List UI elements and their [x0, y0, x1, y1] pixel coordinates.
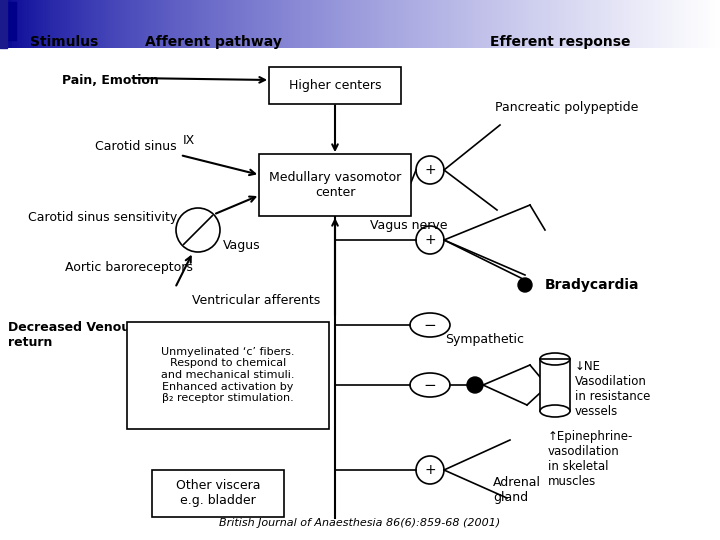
- FancyBboxPatch shape: [540, 359, 570, 411]
- Text: Pain, Emotion: Pain, Emotion: [62, 73, 158, 86]
- Text: Stimulus: Stimulus: [30, 35, 98, 49]
- Text: ↓NE
Vasodilation
in resistance
vessels: ↓NE Vasodilation in resistance vessels: [575, 360, 650, 418]
- Text: +: +: [424, 463, 436, 477]
- Text: Ventricular afferents: Ventricular afferents: [192, 294, 320, 307]
- Text: Carotid sinus sensitivity: Carotid sinus sensitivity: [28, 211, 177, 224]
- FancyBboxPatch shape: [259, 154, 411, 216]
- Text: Carotid sinus: Carotid sinus: [95, 140, 176, 153]
- Circle shape: [467, 377, 483, 393]
- Text: ↑Epinephrine-
vasodilation
in skeletal
muscles: ↑Epinephrine- vasodilation in skeletal m…: [548, 430, 634, 488]
- FancyBboxPatch shape: [269, 66, 401, 104]
- Text: Vagus: Vagus: [223, 239, 261, 252]
- Text: British Journal of Anaesthesia 86(6):859-68 (2001): British Journal of Anaesthesia 86(6):859…: [220, 518, 500, 528]
- Text: Vagus nerve: Vagus nerve: [370, 219, 448, 232]
- Text: IX: IX: [183, 133, 195, 146]
- Text: Bradycardia: Bradycardia: [545, 278, 639, 292]
- FancyBboxPatch shape: [127, 321, 329, 429]
- FancyBboxPatch shape: [152, 469, 284, 516]
- Text: Medullary vasomotor
center: Medullary vasomotor center: [269, 171, 401, 199]
- Text: −: −: [423, 318, 436, 333]
- Text: Pancreatic polypeptide: Pancreatic polypeptide: [495, 102, 639, 114]
- Circle shape: [518, 278, 532, 292]
- Text: Decreased Venous
return: Decreased Venous return: [8, 321, 138, 349]
- Ellipse shape: [540, 405, 570, 417]
- Text: +: +: [424, 163, 436, 177]
- Text: Higher centers: Higher centers: [289, 78, 382, 91]
- Text: Efferent response: Efferent response: [490, 35, 631, 49]
- Text: −: −: [423, 377, 436, 393]
- Text: Unmyelinated ‘c’ fibers.
Respond to chemical
and mechanical stimuli.
Enhanced ac: Unmyelinated ‘c’ fibers. Respond to chem…: [161, 347, 294, 403]
- Text: Sympathetic: Sympathetic: [445, 334, 524, 347]
- Text: Other viscera
e.g. bladder: Other viscera e.g. bladder: [176, 479, 260, 507]
- Text: Afferent pathway: Afferent pathway: [145, 35, 282, 49]
- Text: Adrenal
gland: Adrenal gland: [493, 476, 541, 504]
- Text: Aortic baroreceptors: Aortic baroreceptors: [65, 261, 193, 274]
- Text: +: +: [424, 233, 436, 247]
